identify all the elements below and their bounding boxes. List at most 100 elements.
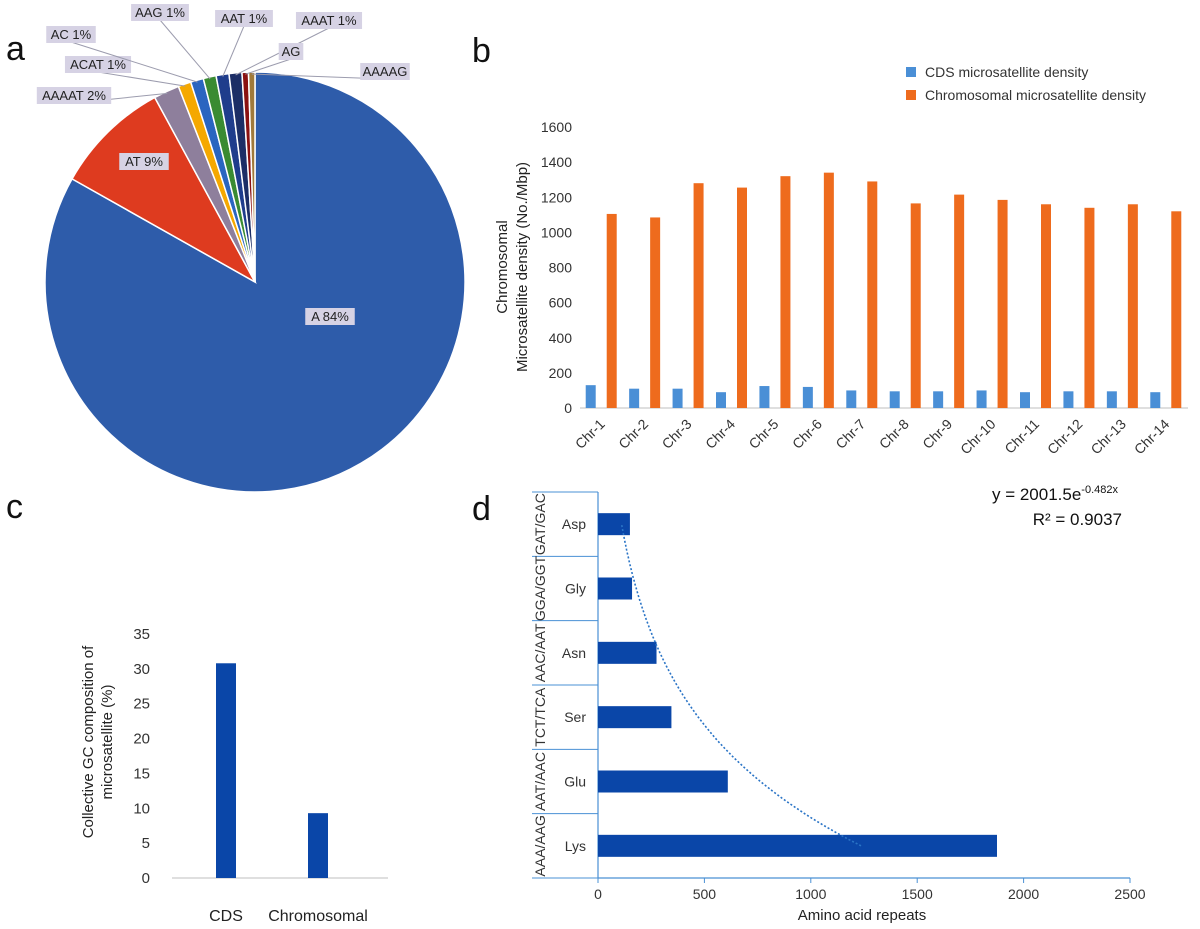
codon-label-asn: AAC/AAT bbox=[532, 623, 548, 682]
chromosomal-density-bar bbox=[997, 199, 1008, 408]
cds-density-bar bbox=[672, 388, 683, 408]
chromosomal-density-bar bbox=[1127, 204, 1138, 408]
gc-y-tick: 35 bbox=[133, 626, 150, 643]
pie-label-aag: AAG 1% bbox=[135, 5, 185, 20]
pie-label-a: A 84% bbox=[311, 309, 349, 324]
amino-category-asn: Asn bbox=[562, 645, 586, 661]
gc-y-tick: 20 bbox=[133, 731, 150, 748]
density-x-tick: Chr-7 bbox=[832, 416, 868, 452]
density-y-tick: 600 bbox=[549, 295, 573, 311]
pie-slice-at bbox=[71, 96, 257, 284]
cds-density-bar bbox=[1020, 392, 1030, 408]
amino-x-tick: 1500 bbox=[902, 886, 933, 902]
gc-y-title-line2: microsatellite (%) bbox=[99, 684, 116, 799]
density-y-tick: 200 bbox=[549, 365, 573, 381]
density-y-tick: 0 bbox=[564, 400, 572, 416]
chromosomal-density-bar bbox=[1041, 204, 1051, 408]
gc-bar-chromosomal bbox=[308, 813, 328, 878]
codon-label-lys: AAA/AAG bbox=[532, 815, 548, 876]
pie-label-acat: ACAT 1% bbox=[70, 57, 126, 72]
density-y-tick: 800 bbox=[549, 260, 573, 276]
gc-x-tick-cds: CDS bbox=[209, 908, 243, 925]
cds-density-bar bbox=[1106, 391, 1117, 408]
gc-y-tick: 0 bbox=[142, 870, 150, 887]
pie-leader-acat bbox=[97, 71, 186, 87]
gc-y-tick: 25 bbox=[133, 696, 150, 713]
cds-density-bar bbox=[1150, 392, 1161, 408]
amino-x-title: Amino acid repeats bbox=[798, 907, 926, 924]
density-y-tick: 1400 bbox=[541, 154, 572, 170]
density-y-title-line2: Microsatellite density (No./Mbp) bbox=[514, 162, 531, 372]
pie-leader-aag bbox=[159, 19, 211, 80]
chromosomal-density-bar bbox=[867, 181, 878, 408]
amino-x-tick: 0 bbox=[594, 886, 602, 902]
pie-label-aaat: AAAT 1% bbox=[301, 13, 357, 28]
pie-leader-ag bbox=[245, 58, 292, 75]
density-x-tick: Chr-10 bbox=[957, 416, 999, 458]
pie-label-bg-acat bbox=[64, 56, 132, 73]
amino-x-tick: 500 bbox=[693, 886, 717, 902]
density-x-tick: Chr-8 bbox=[876, 416, 912, 452]
gc-y-tick: 10 bbox=[133, 800, 150, 817]
density-x-tick: Chr-1 bbox=[572, 416, 608, 452]
density-bar-chart: Chromosomal Microsatellite density (No./… bbox=[494, 64, 1188, 457]
amino-category-lys: Lys bbox=[565, 838, 586, 854]
density-y-title-line1: Chromosomal bbox=[494, 220, 511, 313]
pie-label-bg-a bbox=[305, 308, 355, 325]
trendline-r2: R² = 0.9037 bbox=[1033, 510, 1122, 529]
cds-density-bar bbox=[585, 385, 596, 408]
gc-y-tick: 30 bbox=[133, 661, 150, 678]
cds-density-bar bbox=[802, 386, 813, 408]
density-x-tick: Chr-2 bbox=[615, 416, 651, 452]
density-x-tick: Chr-13 bbox=[1087, 416, 1129, 458]
gc-y-tick: 5 bbox=[142, 835, 150, 852]
amino-bar-glu bbox=[598, 770, 728, 793]
density-y-tick: 1600 bbox=[541, 119, 572, 135]
amino-x-tick: 2500 bbox=[1114, 886, 1145, 902]
equation-exponent: -0.482x bbox=[1081, 484, 1118, 496]
chromosomal-density-bar bbox=[693, 183, 704, 408]
density-x-tick: Chr-12 bbox=[1044, 416, 1086, 458]
cds-density-bar bbox=[1063, 391, 1074, 408]
density-x-tick: Chr-11 bbox=[1001, 416, 1042, 457]
panel-letter-d: d bbox=[472, 490, 491, 528]
density-y-tick: 1200 bbox=[541, 189, 572, 205]
cds-density-bar bbox=[629, 388, 640, 408]
chromosomal-density-bar bbox=[650, 217, 661, 408]
chromosomal-density-bar bbox=[1171, 211, 1182, 408]
amino-bar-ser bbox=[598, 706, 672, 729]
gc-x-tick-chromosomal: Chromosomal bbox=[268, 908, 368, 925]
pie-label-ac: AC 1% bbox=[51, 27, 92, 42]
density-x-tick: Chr-9 bbox=[919, 416, 955, 452]
legend-swatch-cds bbox=[906, 67, 916, 77]
density-x-tick: Chr-3 bbox=[659, 416, 695, 452]
density-y-tick: 400 bbox=[549, 330, 573, 346]
codon-label-gly: GGA/GGT bbox=[532, 555, 548, 621]
amino-category-ser: Ser bbox=[564, 709, 586, 725]
codon-label-glu: AAT/AAC bbox=[532, 752, 548, 811]
cds-density-bar bbox=[716, 392, 726, 408]
legend-label-chromosomal: Chromosomal microsatellite density bbox=[925, 87, 1146, 103]
pie-label-bg-at bbox=[119, 153, 169, 170]
gc-y-title-line1: Collective GC composition of bbox=[80, 645, 97, 838]
pie-leader-aat bbox=[222, 25, 245, 77]
exponential-trendline bbox=[620, 524, 862, 847]
pie-leader-ac bbox=[70, 41, 198, 83]
density-x-tick: Chr-5 bbox=[745, 416, 781, 452]
chromosomal-density-bar bbox=[823, 172, 834, 408]
amino-x-tick: 2000 bbox=[1008, 886, 1039, 902]
density-x-tick: Chr-14 bbox=[1131, 416, 1173, 458]
amino-x-tick: 1000 bbox=[795, 886, 826, 902]
chromosomal-density-bar bbox=[1084, 207, 1095, 408]
amino-category-asp: Asp bbox=[562, 516, 586, 532]
equation-prefix: y = 2001.5e bbox=[992, 485, 1081, 504]
density-y-tick: 1000 bbox=[541, 224, 572, 240]
amino-category-gly: Gly bbox=[565, 581, 586, 597]
chromosomal-density-bar bbox=[954, 194, 965, 408]
trendline-equation: y = 2001.5e-0.482x bbox=[992, 484, 1119, 504]
gc-y-tick: 15 bbox=[133, 765, 150, 782]
pie-label-bg-aaat bbox=[295, 12, 363, 29]
pie-label-bg-aag bbox=[131, 4, 189, 21]
cds-density-bar bbox=[759, 386, 770, 408]
pie-label-bg-aaaat bbox=[36, 87, 112, 104]
